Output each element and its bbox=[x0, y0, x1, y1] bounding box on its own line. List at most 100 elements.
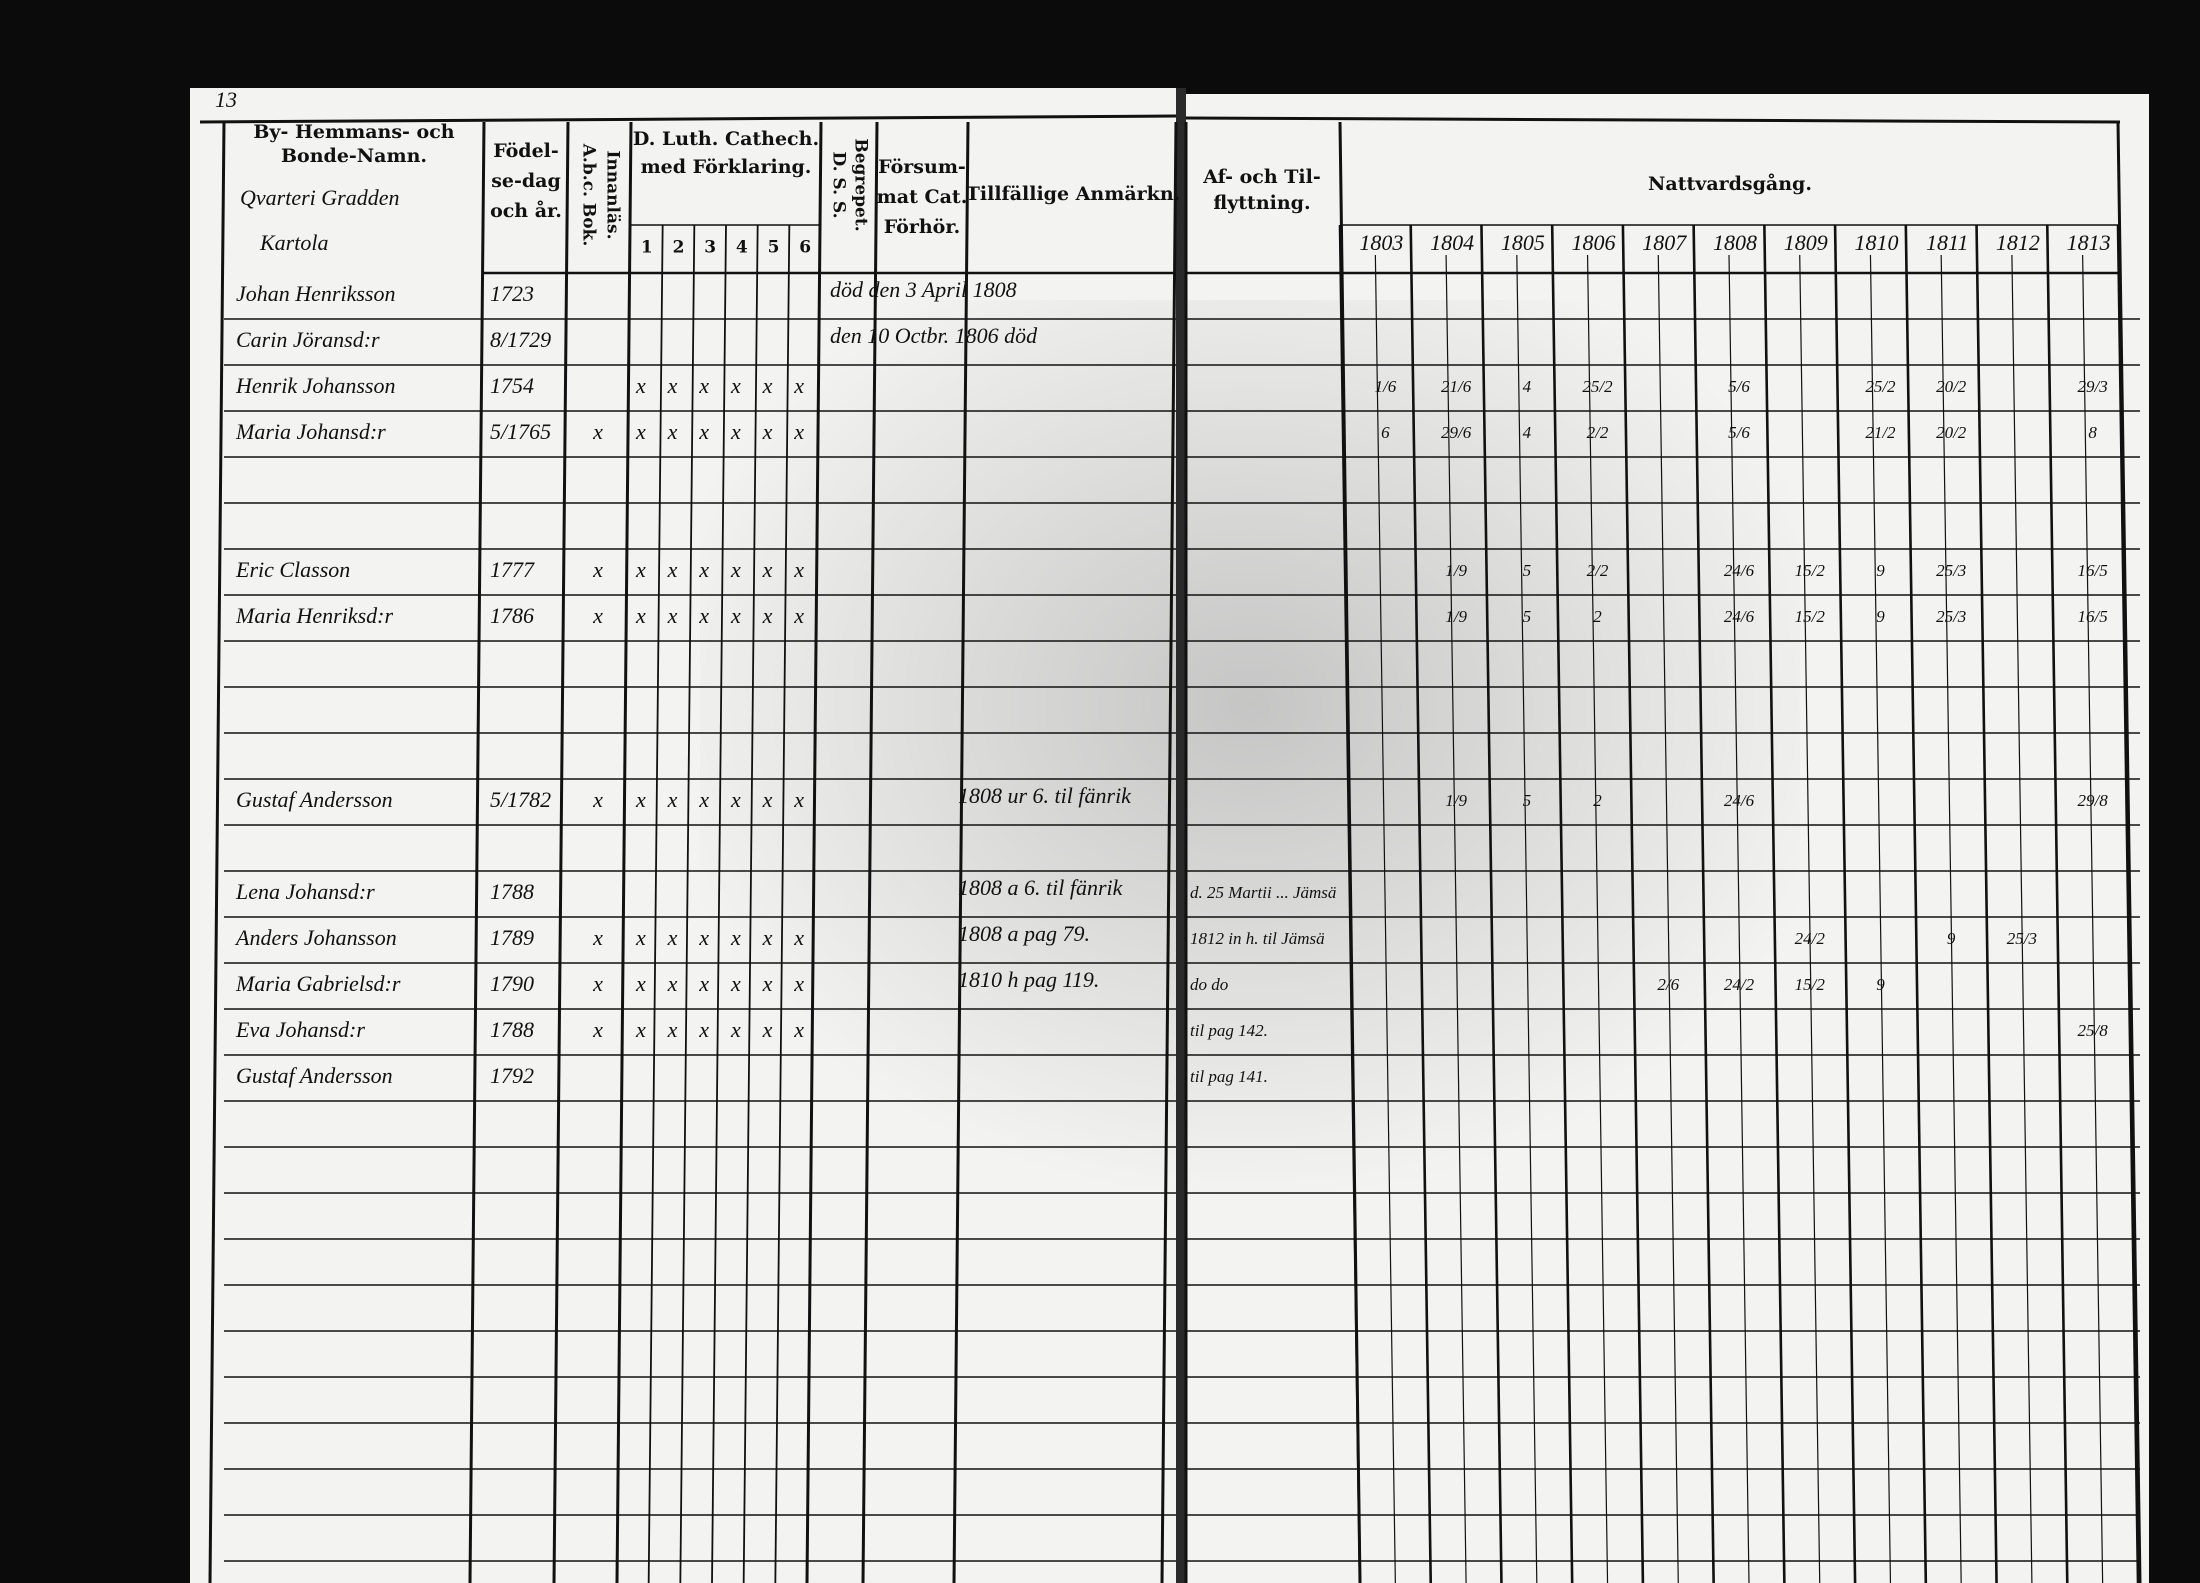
communion-entry: 9 bbox=[1876, 561, 1885, 580]
rule-line bbox=[1480, 224, 1503, 1583]
birth-date: 1754 bbox=[490, 373, 534, 398]
catechism-mark: x bbox=[762, 971, 773, 996]
catechism-mark: x bbox=[635, 373, 646, 398]
communion-entry: 5 bbox=[1523, 791, 1532, 810]
communion-entry: 24/6 bbox=[1724, 607, 1755, 626]
birth-date: 1777 bbox=[490, 557, 535, 582]
catechism-mark: x bbox=[698, 787, 709, 812]
moving-note: til pag 142. bbox=[1190, 1021, 1268, 1040]
communion-entry: 24/2 bbox=[1795, 929, 1826, 948]
missed-header: Försum- bbox=[878, 156, 966, 178]
rule-line bbox=[647, 224, 664, 1583]
year-header: 1813 bbox=[2067, 230, 2111, 255]
rule-line bbox=[1185, 116, 2121, 124]
person-name: Maria Johansd:r bbox=[235, 419, 386, 444]
village: Qvarteri Gradden bbox=[240, 185, 399, 210]
moving-note: 1812 in h. til Jämsä bbox=[1190, 929, 1325, 948]
person-name: Johan Henriksson bbox=[236, 281, 395, 306]
moving-header: flyttning. bbox=[1213, 192, 1310, 214]
catechism-mark: x bbox=[730, 373, 741, 398]
rule-line bbox=[1445, 254, 1467, 1583]
farm: Kartola bbox=[259, 230, 328, 255]
communion-entry: 25/8 bbox=[2078, 1021, 2109, 1040]
moving-note: d. 25 Martii ... Jämsä bbox=[1190, 883, 1336, 902]
remark: den 10 Octbr. 1806 död bbox=[830, 323, 1038, 348]
communion-entry: 21/2 bbox=[1865, 423, 1896, 442]
rule-line bbox=[1657, 254, 1679, 1583]
communion-entry: 2 bbox=[1593, 791, 1602, 810]
communion-entry: 1/9 bbox=[1445, 791, 1467, 810]
rule-line bbox=[208, 121, 226, 1583]
birth-date: 1723 bbox=[490, 281, 534, 306]
rule-line bbox=[2116, 224, 2140, 1583]
rule-line bbox=[679, 224, 696, 1583]
rule-line bbox=[1975, 224, 1998, 1583]
communion-entry: 2/6 bbox=[1657, 975, 1679, 994]
abc-mark: x bbox=[592, 1017, 603, 1042]
catechism-mark: x bbox=[793, 373, 804, 398]
communion-entry: 5/6 bbox=[1728, 423, 1750, 442]
catechism-mark: x bbox=[762, 419, 773, 444]
rule-line bbox=[1621, 224, 1645, 1583]
year-header: 1811 bbox=[1926, 230, 1968, 255]
communion-entry: 25/3 bbox=[2007, 929, 2037, 948]
rule-line bbox=[1409, 224, 1433, 1583]
catechism-mark: x bbox=[667, 971, 678, 996]
catechism-mark: x bbox=[762, 373, 773, 398]
communion-entry: 4 bbox=[1523, 377, 1532, 396]
communion-entry: 25/3 bbox=[1936, 561, 1966, 580]
rule-line bbox=[711, 224, 727, 1583]
remarks-header: Tillfällige Anmärkn. bbox=[966, 183, 1181, 205]
remark: 1808 a pag 79. bbox=[958, 921, 1090, 946]
catechism-header: D. Luth. Cathech. bbox=[633, 128, 819, 150]
communion-entry: 9 bbox=[1947, 929, 1956, 948]
abc-mark: x bbox=[592, 557, 603, 582]
communion-entry: 9 bbox=[1876, 975, 1885, 994]
rule-line bbox=[805, 121, 823, 1583]
catechism-mark: x bbox=[667, 925, 678, 950]
person-name: Henrik Johansson bbox=[235, 373, 395, 398]
rule-line bbox=[1586, 254, 1609, 1583]
abc-header: A.b.c. Bok. bbox=[579, 143, 599, 247]
ruling bbox=[199, 114, 2142, 1583]
catechism-mark: x bbox=[667, 557, 678, 582]
catechism-mark: x bbox=[667, 373, 678, 398]
communion-entry: 25/2 bbox=[1865, 377, 1896, 396]
moving-header: Af- och Til- bbox=[1202, 166, 1321, 188]
communion-entry: 5 bbox=[1523, 561, 1532, 580]
catechism-mark: x bbox=[793, 925, 804, 950]
year-header: 1808 bbox=[1713, 230, 1757, 255]
rule-line bbox=[2082, 254, 2104, 1583]
catechism-mark: x bbox=[667, 603, 678, 628]
rule-line bbox=[952, 121, 970, 1583]
catechism-mark: x bbox=[698, 373, 709, 398]
year-header: 1809 bbox=[1784, 230, 1828, 255]
person-name: Anders Johansson bbox=[234, 925, 397, 950]
catechism-mark: x bbox=[635, 419, 646, 444]
dss-header: D. S. S. bbox=[829, 151, 849, 218]
person-name: Gustaf Andersson bbox=[236, 1063, 393, 1088]
communion-entry: 16/5 bbox=[2078, 561, 2108, 580]
birth-date: 1788 bbox=[490, 1017, 534, 1042]
catechism-mark: x bbox=[762, 603, 773, 628]
catechism-mark: x bbox=[793, 971, 804, 996]
rule-line bbox=[1338, 224, 1362, 1583]
communion-entry: 25/3 bbox=[1936, 607, 1966, 626]
communion-entry: 20/2 bbox=[1936, 377, 1967, 396]
person-name: Gustaf Andersson bbox=[236, 787, 393, 812]
rule-line bbox=[1869, 254, 1892, 1583]
communion-entry: 2 bbox=[1593, 607, 1602, 626]
communion-entry: 5 bbox=[1523, 607, 1532, 626]
person-name: Maria Gabrielsd:r bbox=[235, 971, 401, 996]
catechism-mark: x bbox=[667, 419, 678, 444]
birth-header: Födel- bbox=[493, 140, 559, 162]
name-header: Bonde-Namn. bbox=[281, 145, 427, 167]
communion-entry: 4 bbox=[1523, 423, 1532, 442]
catechism-mark: x bbox=[730, 971, 741, 996]
communion-entry: 6 bbox=[1381, 423, 1390, 442]
communion-entry: 24/6 bbox=[1724, 791, 1755, 810]
communion-entry: 29/6 bbox=[1441, 423, 1472, 442]
catechism-part: 3 bbox=[704, 238, 716, 258]
